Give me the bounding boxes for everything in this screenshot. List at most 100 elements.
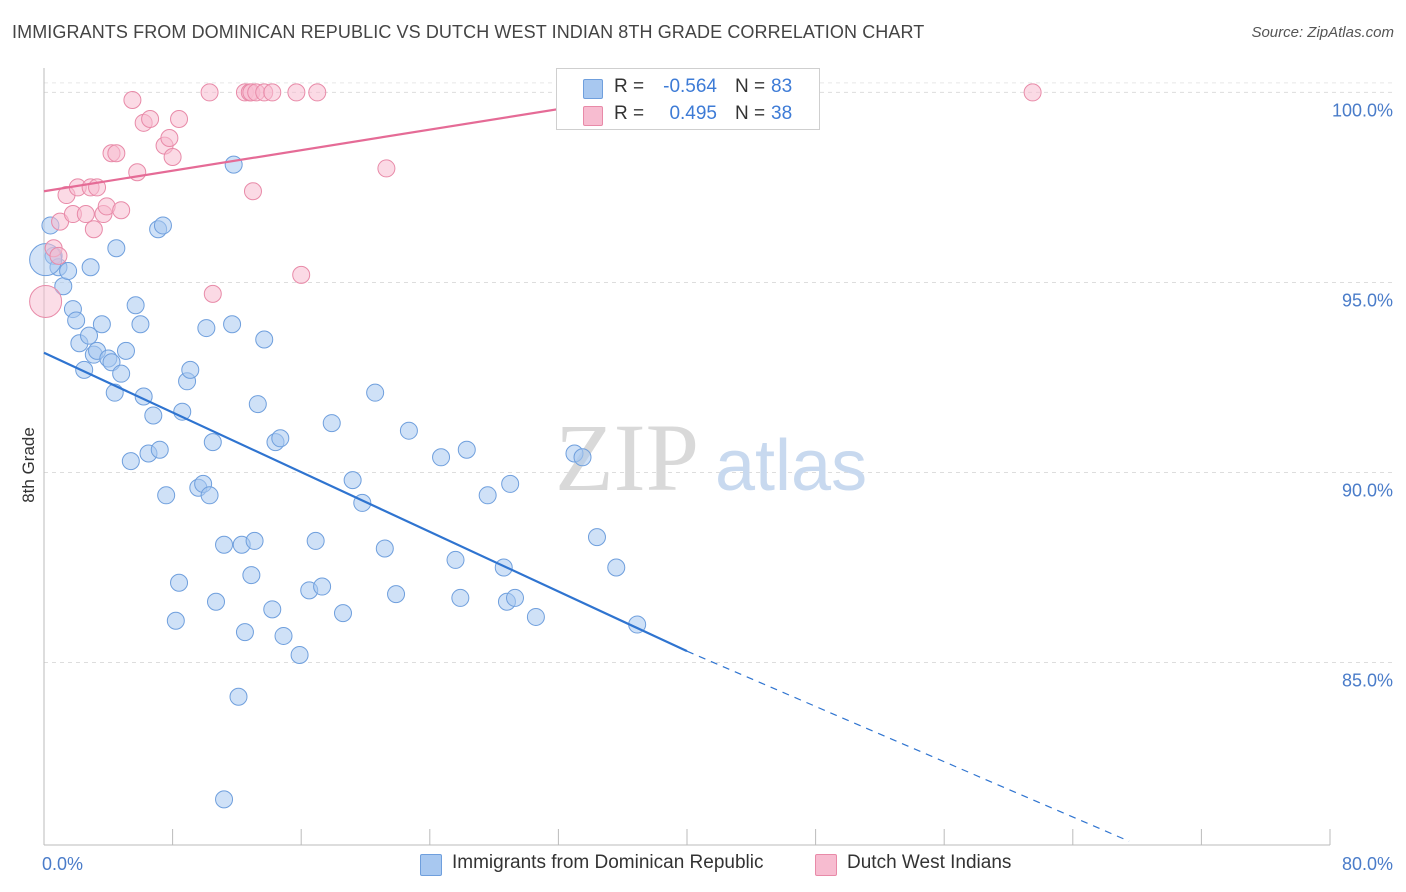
data-point-dominican	[235, 623, 254, 642]
legend-n-value: 38	[771, 103, 793, 124]
data-point-dutch-west-indian	[203, 284, 222, 303]
y-tick-label: 90.0%	[1342, 481, 1393, 501]
data-point-dutch-west-indian	[163, 148, 182, 167]
data-point-dutch-west-indian	[1023, 83, 1042, 102]
data-point-dominican	[107, 239, 126, 258]
data-point-dominican	[478, 486, 497, 505]
data-point-dominican	[333, 604, 352, 623]
x-tick-label: 80.0%	[1342, 854, 1393, 874]
watermark: ZIP atlas	[555, 404, 867, 511]
x-tick-label: 0.0%	[42, 854, 83, 874]
data-point-dominican	[274, 626, 293, 645]
data-point-dominican	[248, 395, 267, 414]
data-point-dominican	[242, 566, 261, 585]
data-point-dominican	[399, 421, 418, 440]
watermark-atlas: atlas	[715, 426, 867, 506]
data-point-dutch-west-indian	[107, 144, 126, 163]
data-point-dominican	[153, 216, 172, 235]
data-point-dominican	[131, 315, 150, 334]
data-point-dominican	[81, 258, 100, 277]
data-point-dominican	[75, 360, 94, 379]
y-tick-label: 85.0%	[1342, 671, 1393, 691]
data-point-dominican	[203, 433, 222, 452]
data-point-dominican	[446, 550, 465, 569]
data-point-dominican	[366, 383, 385, 402]
data-point-dominican	[121, 452, 140, 471]
data-point-dutch-west-indian	[160, 129, 179, 148]
y-tick-label: 100.0%	[1332, 100, 1393, 120]
data-point-dominican	[215, 535, 234, 554]
legend-n-value: 83	[771, 76, 793, 97]
data-point-dutch-west-indian	[49, 246, 68, 265]
data-point-dominican	[181, 360, 200, 379]
data-point-dominican	[92, 315, 111, 334]
legend-n-label: N =	[735, 76, 766, 97]
data-point-dominican	[313, 577, 332, 596]
legend-swatch-dutch-west-indian	[815, 854, 837, 876]
data-point-dutch-west-indian	[123, 91, 142, 110]
data-point-dutch-west-indian	[377, 159, 396, 178]
data-point-dutch-west-indian	[308, 83, 327, 102]
chart-title: IMMIGRANTS FROM DOMINICAN REPUBLIC VS DU…	[12, 22, 925, 42]
data-point-dominican	[116, 341, 135, 360]
data-point-dominican	[343, 471, 362, 490]
data-points	[29, 83, 1042, 809]
data-point-dominican	[263, 600, 282, 619]
data-point-dominican	[245, 531, 264, 550]
data-point-dominican	[573, 448, 592, 467]
data-point-dominican	[494, 558, 513, 577]
y-tick-label: 95.0%	[1342, 290, 1393, 310]
data-point-dominican	[170, 573, 189, 592]
data-point-dominican	[215, 790, 234, 809]
data-point-dominican	[290, 645, 309, 664]
legend-label-dominican: Immigrants from Dominican Republic	[452, 852, 764, 873]
data-point-dominican	[207, 592, 226, 611]
legend-label-dutch-west-indian: Dutch West Indians	[847, 852, 1012, 873]
data-point-dutch-west-indian	[112, 201, 131, 220]
legend-r-value: -0.564	[663, 76, 717, 97]
legend-r-value: 0.495	[669, 103, 717, 124]
data-point-dominican	[375, 539, 394, 558]
data-point-dominican	[501, 474, 520, 493]
legend-row-dominican: R = -0.564 N = 83	[557, 73, 819, 100]
data-point-dominican	[144, 406, 163, 425]
data-point-dominican	[59, 262, 78, 281]
trend-line-dominican	[43, 351, 688, 653]
data-point-dutch-west-indian	[287, 83, 306, 102]
data-point-dominican	[112, 364, 131, 383]
data-point-dutch-west-indian-large	[29, 284, 63, 318]
data-point-dominican	[457, 440, 476, 459]
data-point-dutch-west-indian	[292, 265, 311, 284]
data-point-dominican	[166, 611, 185, 630]
data-point-dominican	[306, 531, 325, 550]
data-point-dutch-west-indian	[200, 83, 219, 102]
data-point-dominican	[587, 528, 606, 547]
tick-labels: 100.0% 95.0% 90.0% 85.0% 0.0% 80.0%	[42, 100, 1393, 874]
data-point-dominican	[322, 414, 341, 433]
data-point-dutch-west-indian	[243, 182, 262, 201]
trend-line-dominican-extension	[686, 650, 1130, 842]
y-axis-label: 8th Grade	[19, 427, 38, 503]
series-legend: Immigrants from Dominican Republic Dutch…	[0, 852, 1406, 876]
data-point-dominican	[607, 558, 626, 577]
legend-r-label: R =	[614, 76, 645, 97]
axes	[43, 68, 1331, 846]
data-point-dutch-west-indian	[76, 205, 95, 224]
data-point-dominican	[526, 607, 545, 626]
data-point-dominican	[80, 326, 99, 345]
data-point-dutch-west-indian	[263, 83, 282, 102]
legend-swatch-dominican	[420, 854, 442, 876]
data-point-dominican	[224, 155, 243, 174]
data-point-dominican	[505, 588, 524, 607]
data-point-dominican	[255, 330, 274, 349]
data-point-dominican	[229, 687, 248, 706]
legend-r-label: R =	[614, 103, 645, 124]
data-point-dominican	[387, 585, 406, 604]
data-point-dutch-west-indian	[141, 110, 160, 129]
data-point-dominican	[271, 429, 290, 448]
legend-swatch-dominican	[583, 79, 603, 99]
data-point-dominican	[157, 486, 176, 505]
data-point-dutch-west-indian	[84, 220, 103, 239]
data-point-dominican	[197, 319, 216, 338]
